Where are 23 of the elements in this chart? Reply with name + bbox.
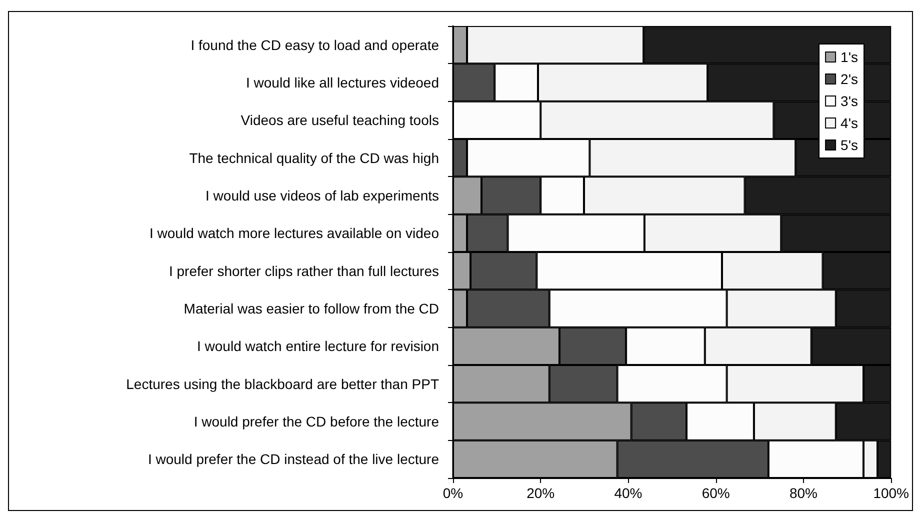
legend-label: 3's — [840, 93, 858, 109]
x-tick-label: 40% — [614, 485, 642, 501]
y-tick-label: I prefer shorter clips rather than full lectures — [168, 262, 439, 279]
x-tick-label: 100% — [873, 485, 910, 501]
legend-label: 1's — [840, 49, 858, 65]
legend-label: 4's — [840, 115, 858, 131]
y-tick-label: Lectures using the blackboard are better than PPT — [126, 376, 440, 392]
y-tick-label: I would watch more lectures available on video — [150, 225, 440, 242]
y-tick-label: The technical quality of the CD was high — [189, 150, 439, 166]
x-tick-label: 60% — [702, 485, 730, 501]
y-tick-label: I would like all lectures videoed — [246, 74, 439, 90]
y-tick-label: I would watch entire lecture for revision — [197, 338, 439, 354]
y-tick-label: I found the CD easy to load and operate — [190, 36, 440, 53]
y-tick-label: Videos are useful teaching tools — [240, 112, 439, 128]
y-tick-label: I would prefer the CD instead of the live lecture — [148, 451, 440, 468]
y-tick-label: I would use videos of lab experiments — [206, 188, 439, 204]
x-tick-label: 0% — [442, 485, 464, 501]
legend-label: 5's — [840, 137, 858, 153]
y-tick-label: Material was easier to follow from the CD — [184, 300, 439, 316]
x-tick-label: 80% — [789, 485, 818, 501]
x-tick-label: 20% — [526, 485, 555, 501]
legend-label: 2's — [840, 71, 858, 87]
y-tick-label: I would prefer the CD before the lecture — [194, 414, 440, 430]
